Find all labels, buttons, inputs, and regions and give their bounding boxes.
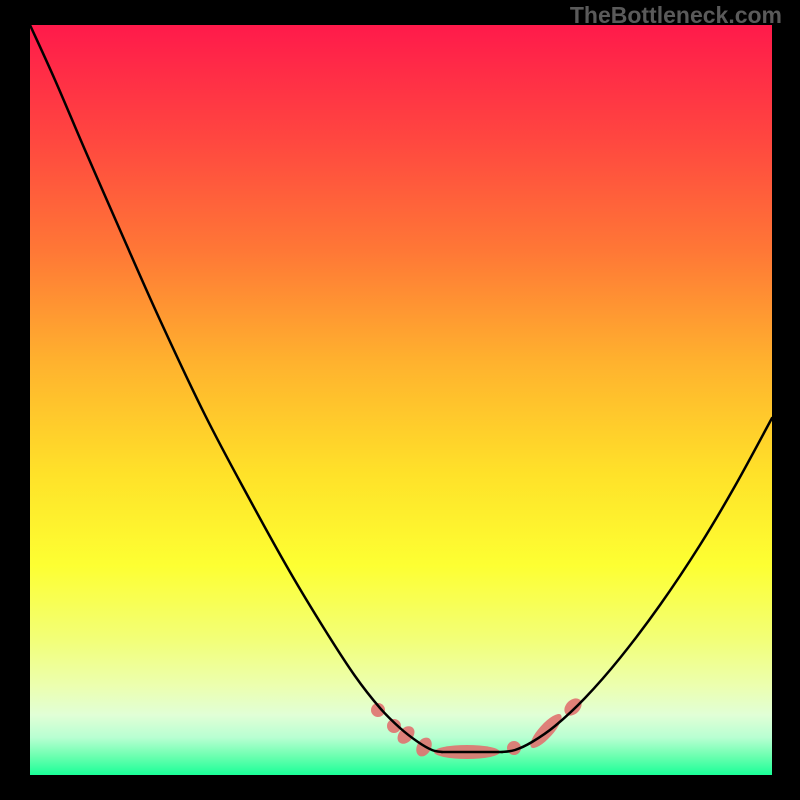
curve-marker (526, 710, 566, 752)
curve-marker (561, 695, 585, 719)
curve-marker (368, 700, 388, 720)
curve-right (502, 418, 772, 752)
curve-overlay (0, 0, 800, 800)
curve-left (30, 25, 442, 752)
watermark-label: TheBottleneck.com (570, 2, 782, 29)
chart-container: TheBottleneck.com (0, 0, 800, 800)
